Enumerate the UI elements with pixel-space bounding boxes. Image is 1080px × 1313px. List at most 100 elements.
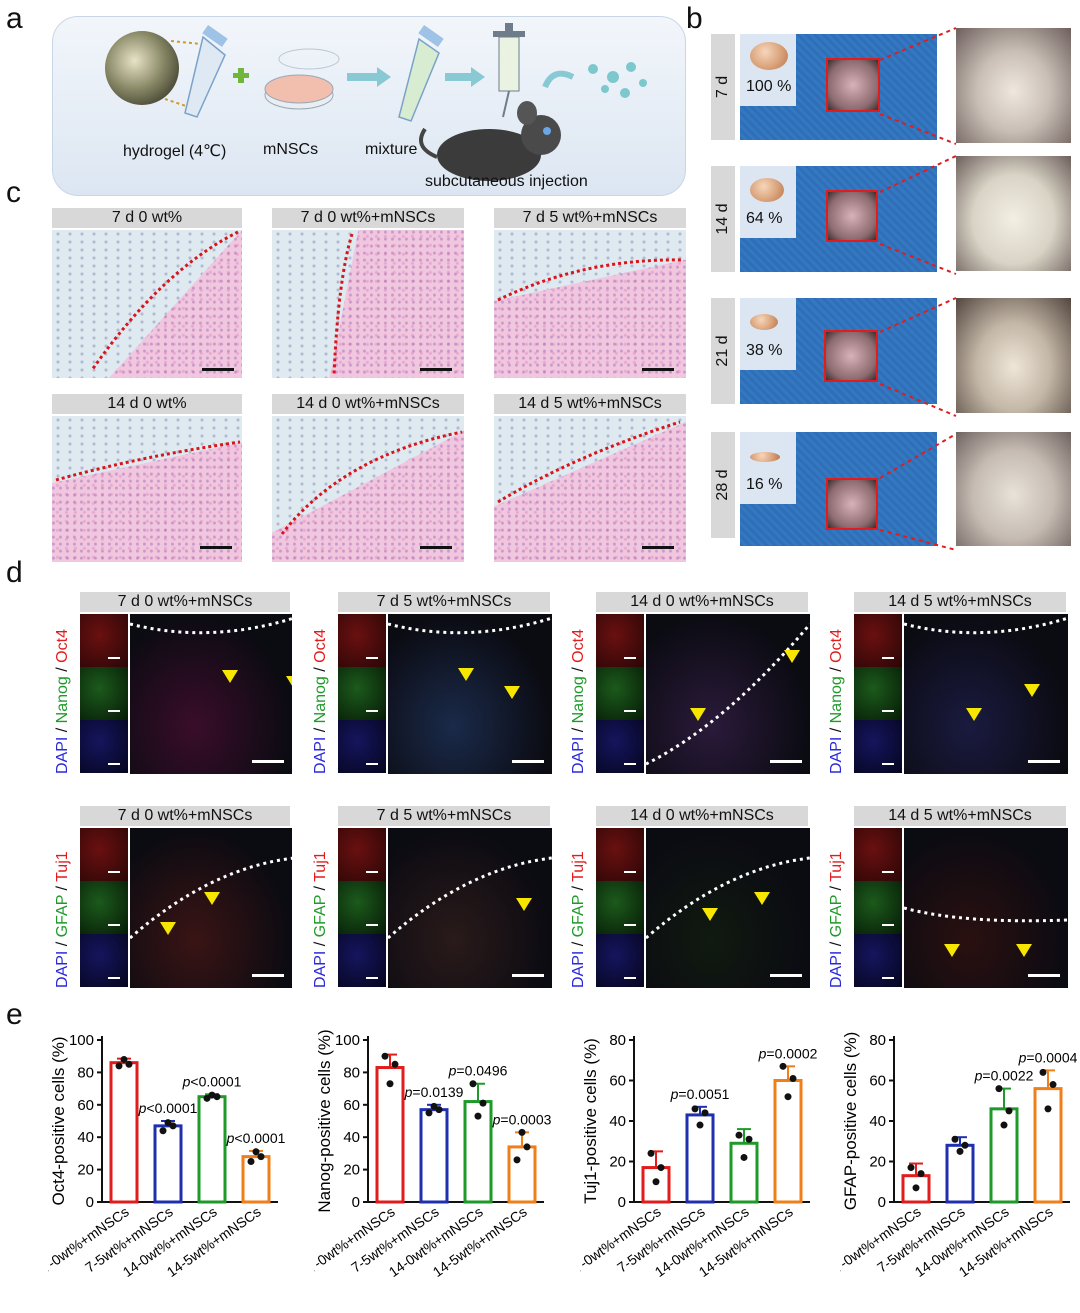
panel-letter-d: d: [6, 556, 23, 589]
if-channel-image: [854, 828, 902, 882]
bar: [197, 1095, 227, 1204]
if-title: 7 d 5 wt%+mNSCs: [338, 592, 550, 612]
stain-label: DAPI / GFAP / Tuj1: [54, 851, 71, 988]
he-image: [272, 416, 464, 562]
yellow-arrowhead-icon: [702, 908, 718, 921]
p-value-label: p=0.0496: [448, 1063, 508, 1079]
bar: [507, 1145, 537, 1204]
yellow-arrowhead-icon: [160, 922, 176, 935]
mouse-icon: [419, 101, 561, 181]
residual-percent: 16 %: [746, 476, 783, 493]
yellow-arrowhead-icon: [1024, 684, 1040, 697]
if-channel-image: [854, 614, 902, 668]
y-tick-label: 80: [869, 1032, 886, 1049]
if-channel-image: [80, 828, 128, 882]
p-value-label: p=0.0003: [492, 1111, 552, 1127]
schematic-label-mixture: mixture: [365, 141, 418, 158]
y-tick-label: 60: [869, 1073, 886, 1090]
data-point: [784, 1093, 792, 1101]
data-point: [745, 1135, 753, 1143]
hydrogel-network-icon: [588, 62, 647, 98]
scale-bar: [420, 546, 452, 549]
chart-tuj1: Tuj1-positive cells (%) 0 20 40 60 80 7-0wt%+m…: [580, 1016, 830, 1311]
panel-letter-e: e: [6, 998, 23, 1031]
data-point: [995, 1085, 1003, 1093]
residual-gel-icon: [750, 314, 778, 330]
scale-bar: [770, 760, 802, 763]
yellow-arrowhead-icon: [516, 898, 532, 911]
yellow-arrowhead-icon: [504, 686, 520, 699]
scale-bar: [512, 760, 544, 763]
if-channel-image: [80, 934, 128, 988]
if-merged-image: [904, 614, 1068, 774]
data-point: [523, 1143, 531, 1151]
implant-photo: 38 %: [740, 298, 937, 404]
y-tick-label: 100: [69, 1032, 94, 1049]
day-tab: 7 d: [711, 34, 735, 140]
data-point: [213, 1093, 221, 1101]
y-tick-label: 0: [618, 1194, 626, 1211]
scale-bar: [512, 974, 544, 977]
yellow-arrowhead-icon: [944, 944, 960, 957]
scale-bar: [252, 974, 284, 977]
if-merged-image: [130, 614, 292, 774]
schematic-drawing: [164, 23, 647, 181]
if-channel-image: [338, 614, 386, 668]
residual-box: 16 %: [740, 432, 796, 504]
data-point: [652, 1178, 660, 1186]
zoom-photo: [956, 156, 1071, 271]
data-point: [789, 1074, 797, 1082]
data-point: [425, 1109, 433, 1117]
tube-icon: [398, 25, 444, 122]
yellow-arrowhead-icon: [1016, 944, 1032, 957]
y-tick-label: 80: [77, 1064, 94, 1081]
data-point: [386, 1080, 394, 1088]
schematic-panel: hydrogel (4℃) mNSCs mixture subcutaneous…: [52, 16, 686, 196]
schematic-label-hydrogel: hydrogel (4℃): [123, 143, 227, 160]
if-channel-image: [338, 667, 386, 721]
bar-chart-svg: GFAP-positive cells (%) 0204060807-0wt%+m…: [840, 1032, 1078, 1280]
y-axis-label: Tuj1-positive cells (%): [581, 1038, 600, 1204]
data-point: [247, 1158, 255, 1165]
data-point: [1039, 1068, 1047, 1076]
data-point: [1049, 1081, 1057, 1089]
zoom-region: [826, 58, 880, 112]
bar: [109, 1061, 139, 1204]
yellow-arrowhead-icon: [458, 668, 474, 681]
bar: [241, 1155, 271, 1204]
data-point: [735, 1131, 743, 1139]
y-tick-label: 80: [609, 1032, 626, 1049]
if-channel-image: [80, 881, 128, 935]
tile-title: 7 d 0 wt%: [52, 208, 242, 228]
data-point: [1000, 1121, 1008, 1129]
if-channel-image: [338, 881, 386, 935]
y-tick-label: 0: [86, 1194, 94, 1211]
he-image: [494, 416, 686, 562]
data-point: [956, 1147, 964, 1155]
data-point: [779, 1062, 787, 1070]
if-channel-image: [854, 667, 902, 721]
data-point: [430, 1102, 438, 1110]
if-channel-image: [854, 720, 902, 774]
bar: [375, 1066, 405, 1204]
y-axis-label: Oct4-positive cells (%): [49, 1036, 68, 1205]
data-point: [435, 1106, 443, 1114]
scale-bar: [770, 974, 802, 977]
tube-icon: [184, 25, 228, 118]
scale-bar: [1028, 974, 1060, 977]
if-channel-image: [854, 881, 902, 935]
curved-arrow-icon: [542, 70, 575, 89]
data-point: [912, 1184, 920, 1192]
if-title: 7 d 5 wt%+mNSCs: [338, 806, 550, 826]
y-axis-label: Nanog-positive cells (%): [315, 1029, 334, 1212]
plus-icon: [233, 68, 249, 83]
yellow-arrowhead-icon: [286, 676, 292, 689]
implant-photo: 100 %: [740, 34, 937, 140]
chart-oct4: Oct4-positive cells (%) 0 20 40 60 80 100 7-0wt…: [48, 1016, 298, 1311]
bar: [729, 1141, 759, 1204]
if-merged-image: [646, 614, 810, 774]
zoom-connector-lines: [879, 27, 957, 551]
residual-box: 100 %: [740, 34, 796, 106]
scale-bar: [202, 368, 234, 371]
if-channel-image: [854, 934, 902, 988]
